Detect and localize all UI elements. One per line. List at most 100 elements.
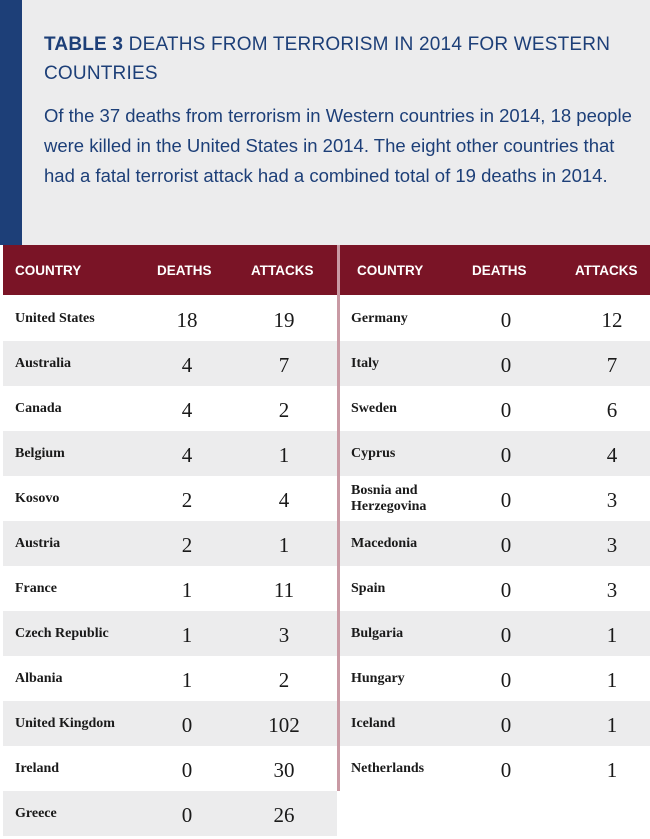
attacks-cell: 11	[273, 578, 295, 602]
country-cell: Netherlands	[351, 760, 425, 776]
country-cell: Iceland	[351, 715, 396, 731]
table-header-left: COUNTRY DEATHS ATTACKS	[3, 245, 337, 295]
table-number: TABLE 3	[44, 34, 124, 55]
country-cell: Australia	[15, 355, 71, 371]
country-cell: United States	[15, 310, 95, 326]
deaths-cell: 4	[181, 353, 193, 377]
table-header-box: TABLE 3 DEATHS FROM TERRORISM IN 2014 FO…	[0, 0, 650, 245]
country-cell: Bosnia and Herzegovina	[351, 482, 427, 514]
table-row: Canada 4 2	[3, 386, 337, 431]
table-row: Kosovo 2 4	[3, 476, 337, 521]
table-row: Iceland 0 1	[340, 701, 650, 746]
table-title-text: DEATHS FROM TERRORISM IN 2014 FOR WESTER…	[44, 34, 611, 84]
table-header-right: COUNTRY DEATHS ATTACKS	[340, 245, 650, 295]
country-cell: France	[15, 580, 57, 596]
table-row: Belgium 4 1	[3, 431, 337, 476]
attacks-cell: 30	[273, 758, 295, 782]
attacks-cell: 102	[268, 713, 300, 737]
table-row: Sweden 0 6	[340, 386, 650, 431]
attacks-cell: 3	[606, 578, 618, 602]
country-cell: Albania	[15, 670, 63, 686]
column-header-attacks: ATTACKS	[575, 263, 638, 278]
attacks-cell: 3	[606, 488, 618, 512]
deaths-cell: 0	[500, 578, 512, 602]
table-row: United States 18 19	[3, 296, 337, 341]
table-row: Austria 2 1	[3, 521, 337, 566]
attacks-cell: 1	[606, 668, 618, 692]
attacks-cell: 2	[278, 668, 290, 692]
column-header-country: COUNTRY	[357, 263, 424, 278]
deaths-cell: 4	[181, 398, 193, 422]
table-row: United Kingdom 0 102	[3, 701, 337, 746]
attacks-cell: 1	[278, 443, 290, 467]
deaths-cell: 0	[500, 488, 512, 512]
deaths-cell: 0	[181, 713, 193, 737]
column-header-deaths: DEATHS	[157, 263, 212, 278]
column-header-attacks: ATTACKS	[251, 263, 314, 278]
attacks-cell: 7	[278, 353, 290, 377]
table-row: Spain 0 3	[340, 566, 650, 611]
table-row: Bulgaria 0 1	[340, 611, 650, 656]
country-cell: Kosovo	[15, 490, 60, 506]
deaths-cell: 18	[176, 308, 198, 332]
table-row: Greece 0 26	[3, 791, 337, 836]
deaths-cell: 2	[181, 488, 193, 512]
attacks-cell: 3	[278, 623, 290, 647]
country-cell: Bulgaria	[351, 625, 404, 641]
table-row: Czech Republic 1 3	[3, 611, 337, 656]
country-cell: Germany	[351, 310, 408, 326]
deaths-cell: 0	[500, 758, 512, 782]
country-cell: Sweden	[351, 400, 397, 416]
table-title: TABLE 3 DEATHS FROM TERRORISM IN 2014 FO…	[44, 30, 644, 88]
country-cell: Cyprus	[351, 445, 396, 461]
country-cell: Belgium	[15, 445, 65, 461]
attacks-cell: 3	[606, 533, 618, 557]
attacks-cell: 19	[273, 308, 295, 332]
country-cell: Spain	[351, 580, 386, 596]
attacks-cell: 1	[278, 533, 290, 557]
table-row: Albania 1 2	[3, 656, 337, 701]
column-header-country: COUNTRY	[15, 263, 82, 278]
attacks-cell: 26	[273, 803, 295, 827]
country-cell: Italy	[351, 355, 379, 371]
table-description: Of the 37 deaths from terrorism in Weste…	[44, 105, 632, 186]
accent-bar	[0, 0, 22, 245]
attacks-cell: 2	[278, 398, 290, 422]
column-divider	[337, 245, 340, 791]
country-cell: Greece	[15, 805, 57, 821]
deaths-cell: 0	[500, 308, 512, 332]
deaths-cell: 4	[181, 443, 193, 467]
table-row: Ireland 0 30	[3, 746, 337, 791]
table-row: France 1 11	[3, 566, 337, 611]
country-cell: Hungary	[351, 670, 405, 686]
deaths-cell: 2	[181, 533, 193, 557]
country-cell: Ireland	[15, 760, 60, 776]
table-row: Germany 0 12	[340, 296, 650, 341]
attacks-cell: 1	[606, 623, 618, 647]
attacks-cell: 4	[278, 488, 290, 512]
table-row: Netherlands 0 1	[340, 746, 650, 791]
country-cell: Austria	[15, 535, 61, 551]
country-cell: Czech Republic	[15, 625, 109, 641]
deaths-cell: 1	[181, 578, 193, 602]
deaths-cell: 1	[181, 668, 193, 692]
attacks-cell: 1	[606, 758, 618, 782]
table-row: Macedonia 0 3	[340, 521, 650, 566]
deaths-cell: 1	[181, 623, 193, 647]
country-cell: Canada	[15, 400, 62, 416]
deaths-cell: 0	[500, 668, 512, 692]
attacks-cell: 1	[606, 713, 618, 737]
deaths-cell: 0	[500, 443, 512, 467]
table-row: Italy 0 7	[340, 341, 650, 386]
deaths-cell: 0	[500, 398, 512, 422]
deaths-cell: 0	[181, 803, 193, 827]
attacks-cell: 7	[606, 353, 618, 377]
table-row: Bosnia and Herzegovina 0 3	[340, 476, 650, 521]
country-cell: United Kingdom	[15, 715, 115, 731]
deaths-cell: 0	[500, 533, 512, 557]
deaths-cell: 0	[500, 623, 512, 647]
table-row: Australia 4 7	[3, 341, 337, 386]
deaths-cell: 0	[500, 353, 512, 377]
attacks-cell: 6	[606, 398, 618, 422]
attacks-cell: 12	[601, 308, 623, 332]
